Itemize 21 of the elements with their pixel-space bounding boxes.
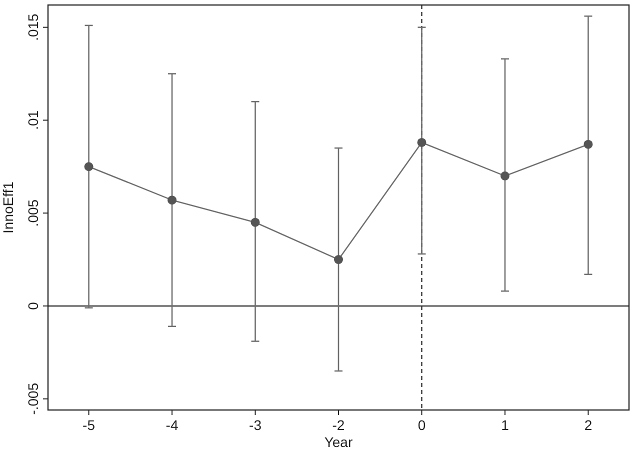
- y-tick-label: -.005: [25, 382, 41, 415]
- point: [584, 140, 593, 149]
- x-tick-label: 0: [418, 417, 426, 433]
- x-tick-label: 2: [584, 417, 592, 433]
- x-tick-label: -4: [166, 417, 178, 433]
- point: [84, 162, 94, 172]
- x-axis-title: Year: [324, 434, 353, 450]
- x-tick-label: -3: [249, 417, 262, 433]
- x-tick-label: -5: [82, 417, 96, 433]
- y-tick-label: .005: [25, 199, 41, 227]
- point: [250, 218, 260, 227]
- point: [417, 138, 426, 147]
- point: [500, 171, 510, 180]
- x-tick-label: -2: [332, 417, 345, 433]
- x-tick-label: 1: [501, 417, 510, 433]
- point: [168, 196, 177, 205]
- y-tick-label: .015: [25, 13, 41, 41]
- y-axis-title: InnoEff1: [0, 181, 16, 234]
- point: [334, 255, 343, 264]
- y-tick-label: 0: [25, 302, 41, 310]
- y-tick-label: .01: [25, 110, 41, 130]
